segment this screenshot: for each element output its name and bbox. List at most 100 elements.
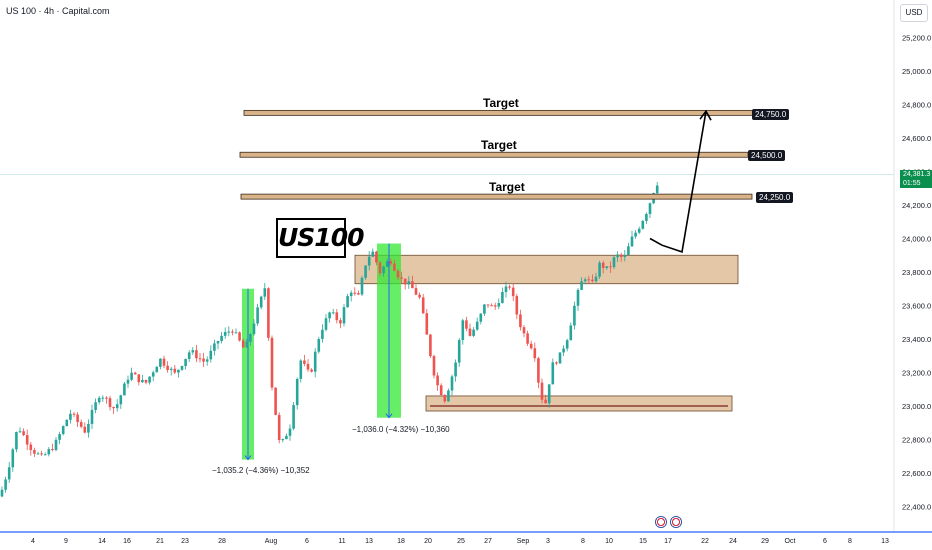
target-bar-24250 bbox=[240, 193, 753, 200]
target-price-tag-24500: 24,500.0 bbox=[748, 150, 786, 161]
candle-body bbox=[605, 266, 609, 268]
time-tick-label: 17 bbox=[664, 538, 672, 545]
candle-body bbox=[209, 350, 213, 360]
price-tick-label: 22,400.0 bbox=[902, 503, 931, 512]
candle-body bbox=[609, 266, 612, 268]
candle-body bbox=[457, 340, 461, 363]
candle-body bbox=[447, 390, 450, 402]
candle-body bbox=[191, 350, 195, 353]
projection-arrowhead bbox=[699, 109, 712, 121]
candle-body bbox=[47, 449, 51, 455]
time-tick-label: 16 bbox=[123, 538, 131, 545]
candle-body bbox=[436, 375, 439, 386]
price-tick-label: 24,600.0 bbox=[902, 134, 931, 143]
candle-body bbox=[367, 256, 371, 266]
candle-body bbox=[115, 404, 119, 409]
price-tick-label: 24,800.0 bbox=[902, 101, 931, 110]
candle-body bbox=[601, 262, 605, 268]
candle-body bbox=[83, 426, 87, 433]
candle-body bbox=[594, 276, 598, 282]
candle-body bbox=[321, 329, 324, 340]
us100-logo-label: US100 bbox=[276, 218, 365, 258]
time-tick-label: 14 bbox=[98, 538, 106, 545]
time-tick-label: Sep bbox=[517, 538, 530, 545]
candle-body bbox=[90, 410, 94, 424]
time-tick-label: 15 bbox=[639, 538, 647, 545]
candle-body bbox=[162, 358, 166, 366]
time-tick-label: 27 bbox=[484, 538, 492, 545]
time-tick-label: 22 bbox=[701, 538, 709, 545]
us-event-flag-icon[interactable] bbox=[655, 516, 667, 528]
projection-layer bbox=[649, 109, 712, 253]
bar-countdown: 01:55 bbox=[903, 180, 921, 187]
measure-label-2: −1,036.0 (−4.32%) −10,360 bbox=[352, 425, 450, 434]
candle-body bbox=[353, 292, 357, 294]
candle-body bbox=[580, 281, 583, 290]
candle-body bbox=[173, 368, 177, 373]
price-tick-label: 22,800.0 bbox=[902, 436, 931, 445]
time-tick-label: 8 bbox=[848, 538, 852, 545]
candle-body bbox=[313, 351, 317, 372]
candle-body bbox=[259, 296, 263, 308]
candle-body bbox=[249, 334, 252, 342]
candle-body bbox=[148, 376, 151, 383]
candle-body bbox=[360, 277, 364, 295]
candle-body bbox=[497, 303, 501, 307]
price-tick-label: 24,200.0 bbox=[902, 201, 931, 210]
time-tick-label: 25 bbox=[457, 538, 465, 545]
time-tick-label: 29 bbox=[761, 538, 769, 545]
candle-body bbox=[4, 479, 7, 490]
candle-body bbox=[616, 254, 619, 258]
candle-body bbox=[493, 305, 497, 307]
candle-body bbox=[515, 296, 519, 315]
candle-body bbox=[15, 432, 18, 450]
candle-body bbox=[22, 431, 25, 436]
candle-body bbox=[483, 304, 486, 314]
candle-body bbox=[274, 387, 277, 415]
price-axis-panel bbox=[894, 0, 932, 550]
candle-body bbox=[94, 402, 97, 411]
candle-body bbox=[357, 293, 360, 295]
us-event-flag-icon[interactable] bbox=[670, 516, 682, 528]
time-tick-label: 8 bbox=[581, 538, 585, 545]
candle-body bbox=[450, 376, 454, 391]
candle-body bbox=[299, 360, 303, 379]
candle-body bbox=[414, 288, 418, 295]
candle-body bbox=[267, 288, 270, 338]
candle-body bbox=[648, 203, 652, 214]
candle-body bbox=[216, 341, 220, 344]
measure-arrowhead-1 bbox=[244, 455, 252, 461]
candle-body bbox=[180, 366, 184, 370]
zone-layer bbox=[354, 254, 739, 412]
candle-body bbox=[583, 279, 587, 282]
last-price-value: 24,381.3 bbox=[903, 171, 931, 178]
candle-body bbox=[400, 277, 403, 279]
candle-body bbox=[558, 352, 562, 364]
candle-body bbox=[306, 363, 310, 370]
candle-body bbox=[627, 246, 630, 255]
candle-body bbox=[576, 289, 580, 306]
candle-body bbox=[630, 236, 634, 247]
candle-body bbox=[187, 352, 191, 359]
price-tick-label: 24,000.0 bbox=[902, 235, 931, 244]
currency-button[interactable]: USD bbox=[900, 4, 928, 22]
candle-body bbox=[263, 288, 267, 297]
price-tick-label: 23,800.0 bbox=[902, 268, 931, 277]
candle-body bbox=[454, 362, 457, 377]
candle-body bbox=[151, 372, 155, 377]
candle-body bbox=[396, 270, 400, 278]
candle-body bbox=[547, 384, 551, 404]
time-tick-label: 23 bbox=[181, 538, 189, 545]
projection-path bbox=[649, 111, 707, 253]
candle-body bbox=[11, 449, 15, 468]
candle-body bbox=[51, 449, 54, 451]
candle-body bbox=[425, 313, 429, 335]
candle-body bbox=[277, 414, 281, 441]
candle-body bbox=[281, 439, 285, 441]
candle-body bbox=[461, 320, 465, 341]
time-tick-label: 18 bbox=[397, 538, 405, 545]
candle-layer bbox=[0, 182, 659, 498]
live-price-tag: 24,381.3 01:55 bbox=[900, 170, 932, 188]
